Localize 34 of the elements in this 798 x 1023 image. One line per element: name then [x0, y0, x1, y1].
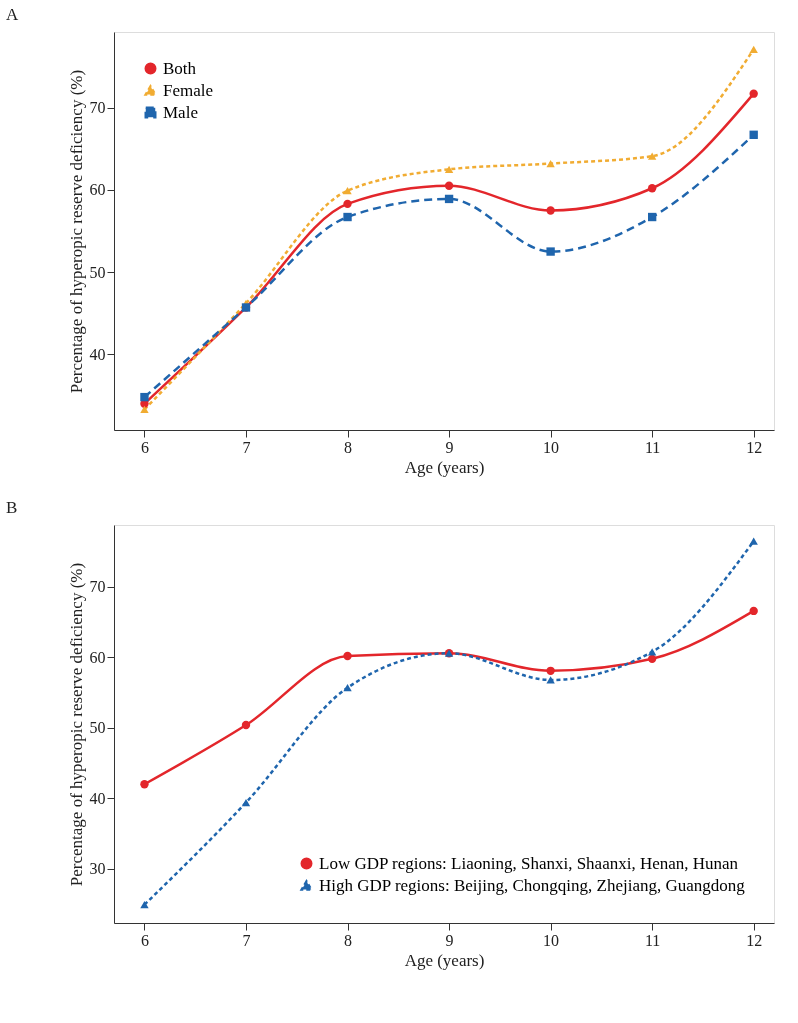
y-tick-label: 70: [89, 99, 106, 117]
x-tick-label: 10: [543, 438, 560, 456]
legend-label: Low GDP regions: Liaoning, Shanxi, Shaanxi, Henan, Hunan: [319, 853, 739, 873]
legend-label: Female: [163, 80, 214, 100]
x-axis-title: Age (years): [404, 457, 485, 477]
y-axis-title: Percentage of hyperopic reserve deficiency (%): [66, 69, 86, 394]
x-tick-label: 7: [242, 931, 251, 949]
legend-label: High GDP regions: Beijing, Chongqing, Zhejiang, Guangdong: [319, 875, 746, 895]
y-tick-label: 50: [89, 263, 106, 281]
x-tick-label: 8: [344, 931, 353, 949]
legend-label: Male: [163, 102, 198, 122]
y-tick-label: 40: [89, 789, 106, 807]
x-tick-label: 6: [140, 438, 149, 456]
y-tick-label: 70: [89, 578, 106, 596]
y-tick-label: 60: [89, 181, 106, 199]
y-tick-label: 50: [89, 719, 106, 737]
y-tick-label: 40: [89, 345, 106, 363]
x-tick-label: 12: [746, 931, 763, 949]
x-tick-label: 8: [344, 438, 353, 456]
x-tick-label: 11: [644, 931, 661, 949]
y-axis-title: Percentage of hyperopic reserve deficiency (%): [66, 562, 86, 887]
x-tick-label: 9: [445, 931, 454, 949]
y-tick-label: 60: [89, 648, 106, 666]
x-tick-label: 10: [543, 931, 560, 949]
chart-title: A: [6, 5, 19, 24]
x-tick-label: 6: [140, 931, 149, 949]
legend-label: Both: [163, 58, 197, 78]
x-tick-label: 12: [746, 438, 763, 456]
x-axis-title: Age (years): [404, 950, 485, 970]
y-tick-label: 30: [89, 860, 106, 878]
x-tick-label: 11: [644, 438, 661, 456]
x-tick-label: 9: [445, 438, 454, 456]
x-tick-label: 7: [242, 438, 251, 456]
chart-title: B: [6, 498, 18, 517]
